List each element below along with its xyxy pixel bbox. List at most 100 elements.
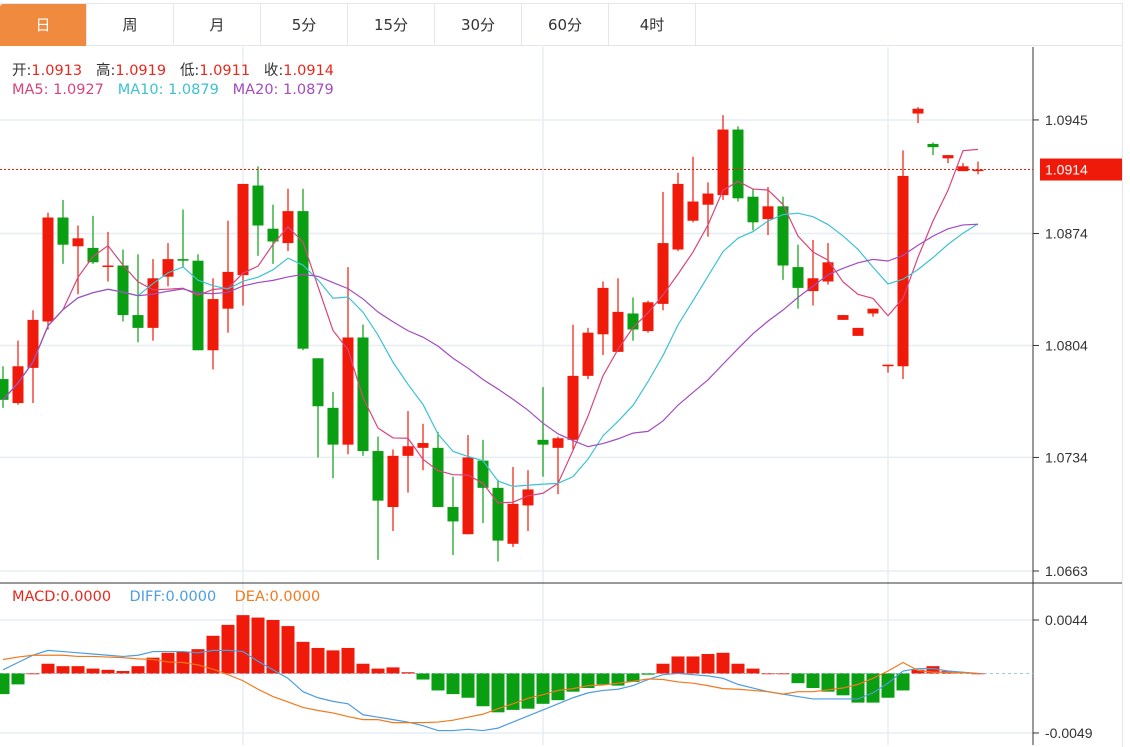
candle-up <box>567 324 579 450</box>
candle-down <box>447 476 459 556</box>
tab-week[interactable]: 周 <box>87 4 174 46</box>
macd-bar-positive <box>311 647 325 674</box>
candle-up <box>822 243 834 285</box>
dea-value: 0.0000 <box>269 589 321 605</box>
tab-30min[interactable]: 30分 <box>435 4 522 46</box>
candle-up <box>837 315 849 320</box>
tab-4hour[interactable]: 4时 <box>609 4 696 46</box>
candle-up <box>642 300 654 333</box>
candle-down <box>57 199 69 264</box>
macd-bar-positive <box>281 626 295 674</box>
macd-tick-label: 0.0044 <box>1045 612 1088 628</box>
macd-bar-positive <box>926 666 940 674</box>
candle-body <box>162 259 174 277</box>
macd-bar-negative <box>581 673 595 689</box>
macd-bar-positive <box>371 668 385 674</box>
high-label: 高: <box>95 63 116 79</box>
candle-up <box>12 340 24 405</box>
candle-up <box>282 188 294 252</box>
high-value: 1.0919 <box>115 63 167 79</box>
candle-up <box>612 278 624 352</box>
candle-down <box>192 254 204 351</box>
candle-up <box>522 470 534 532</box>
macd-bar-negative <box>881 673 895 698</box>
candle-body <box>732 129 744 199</box>
candle-up <box>957 163 969 172</box>
candle-body <box>567 375 579 440</box>
candle-down <box>252 166 264 256</box>
candle-body <box>42 217 54 322</box>
candle-body <box>357 337 369 452</box>
candle-body <box>0 379 9 400</box>
dea-line <box>2 654 979 724</box>
candle-up <box>207 278 219 370</box>
candle-body <box>102 265 114 267</box>
macd-bar-positive <box>161 652 175 674</box>
tab-5min[interactable]: 5分 <box>261 4 348 46</box>
candle-body <box>312 358 324 407</box>
macd-bar-negative <box>806 673 820 689</box>
diff-value: 0.0000 <box>165 589 217 605</box>
candle-up <box>387 449 399 532</box>
macd-bar-negative <box>821 673 835 692</box>
candle-body <box>582 332 594 376</box>
candle-up <box>687 156 699 223</box>
low-value: 1.0911 <box>199 63 251 79</box>
macd-bar-negative <box>866 673 880 703</box>
macd-bar-negative <box>536 673 550 704</box>
candle-up <box>417 423 429 471</box>
ma10-legend: MA10: 1.0879 <box>117 82 219 98</box>
macd-bar-positive <box>71 666 85 674</box>
candle-body <box>132 315 144 328</box>
candle-body <box>912 108 924 114</box>
candle-body <box>807 278 819 292</box>
ma-legend: MA5: 1.0927 MA10: 1.0879 MA20: 1.0879 <box>12 82 334 98</box>
candle-down <box>177 209 189 268</box>
candle-body <box>927 143 939 148</box>
candle-body <box>477 460 489 488</box>
candle-body <box>882 364 894 367</box>
macd-value: 0.0000 <box>60 589 112 605</box>
open-value: 1.0913 <box>31 63 83 79</box>
tab-60min[interactable]: 60分 <box>522 4 609 46</box>
candle-body <box>87 247 99 263</box>
candles-group <box>0 107 984 562</box>
period-tabs: 日 周 月 5分 15分 30分 60分 4时 <box>0 3 1123 46</box>
candle-up <box>402 411 414 493</box>
candle-up <box>342 267 354 455</box>
candle-up <box>897 150 909 380</box>
candle-up <box>162 243 174 287</box>
tab-15min[interactable]: 15分 <box>348 4 435 46</box>
macd-bar-positive <box>131 666 145 674</box>
macd-bar-negative <box>551 673 565 701</box>
candle-up <box>762 187 774 236</box>
macd-bar-negative <box>566 673 580 692</box>
macd-legend: MACD:0.0000 DIFF:0.0000 DEA:0.0000 <box>12 589 320 605</box>
macd-bar-positive <box>656 663 670 674</box>
tab-month[interactable]: 月 <box>174 4 261 46</box>
candle-body <box>507 503 519 544</box>
macd-bar-positive <box>686 656 700 674</box>
candle-down <box>117 249 129 322</box>
candle-body <box>57 217 69 245</box>
macd-bar-positive <box>266 620 280 674</box>
candle-up <box>147 259 159 341</box>
macd-bar-negative <box>851 673 865 703</box>
candle-body <box>387 455 399 508</box>
candle-body <box>522 489 534 506</box>
candle-body <box>372 451 384 501</box>
price-tick-label: 1.0734 <box>1045 449 1088 465</box>
candle-up <box>552 436 564 495</box>
macd-bar-negative <box>11 673 25 685</box>
ma20-legend: MA20: 1.0879 <box>232 82 334 98</box>
tab-day[interactable]: 日 <box>0 4 87 46</box>
candle-body <box>27 319 39 368</box>
ma5-line <box>2 148 979 504</box>
macd-bar-positive <box>146 657 160 674</box>
candle-body <box>192 260 204 351</box>
candle-up <box>672 172 684 252</box>
macd-bar-positive <box>116 671 130 674</box>
last-price-badge <box>1040 158 1122 181</box>
candle-up <box>942 155 954 164</box>
